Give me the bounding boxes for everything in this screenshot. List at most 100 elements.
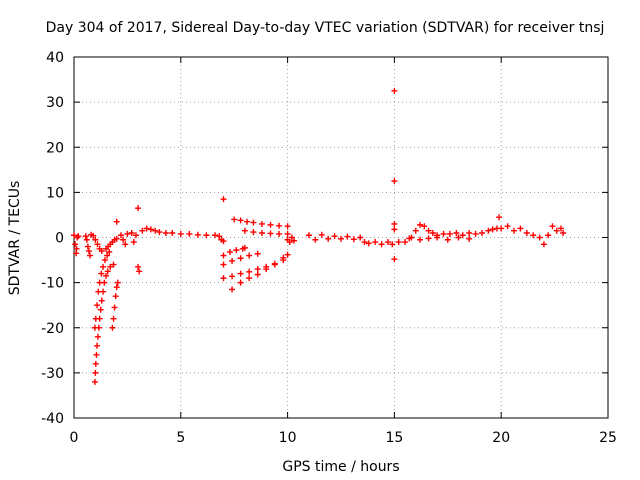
data-point	[325, 235, 332, 242]
data-point	[312, 236, 319, 243]
data-point	[395, 239, 402, 246]
y-tick-label: -10	[41, 276, 64, 292]
data-point	[453, 229, 460, 236]
data-point	[152, 227, 159, 234]
data-point	[246, 268, 253, 275]
data-point	[489, 226, 496, 233]
data-point	[417, 236, 424, 243]
data-point	[135, 205, 142, 212]
data-point	[434, 234, 441, 241]
data-point	[220, 261, 227, 268]
data-point	[110, 315, 117, 322]
data-point	[421, 223, 428, 230]
data-point	[391, 178, 398, 185]
data-point	[162, 229, 169, 236]
data-point	[338, 235, 344, 242]
data-point	[250, 219, 257, 226]
data-point	[203, 232, 210, 239]
data-point	[229, 286, 236, 293]
data-point	[485, 227, 492, 234]
data-point	[478, 229, 485, 236]
data-point	[92, 315, 99, 322]
data-point	[124, 230, 131, 237]
data-point	[112, 293, 119, 300]
data-point	[466, 229, 473, 236]
data-point	[466, 235, 473, 242]
data-point	[254, 271, 261, 278]
y-tick-label: -20	[41, 321, 64, 337]
data-point	[111, 304, 118, 311]
data-point	[114, 279, 121, 286]
data-point	[92, 369, 99, 376]
data-point	[425, 235, 432, 242]
data-point	[553, 227, 560, 234]
data-point	[233, 247, 240, 254]
data-point	[96, 279, 103, 286]
x-tick-label: 15	[385, 430, 403, 446]
data-point	[446, 230, 453, 237]
data-point	[271, 261, 278, 268]
data-point	[504, 223, 511, 230]
data-point	[459, 232, 466, 239]
data-point	[241, 244, 248, 251]
data-point	[103, 272, 110, 279]
data-point	[536, 234, 543, 241]
data-point	[92, 360, 99, 367]
data-point	[94, 342, 101, 349]
data-point	[263, 266, 270, 273]
y-tick-label: -30	[41, 366, 64, 382]
data-point	[136, 268, 143, 275]
data-point	[402, 239, 409, 246]
data-point	[98, 248, 105, 255]
data-point	[194, 231, 201, 238]
data-point	[280, 254, 287, 261]
data-point	[241, 227, 248, 234]
data-point	[444, 236, 451, 243]
data-point	[94, 333, 101, 340]
data-point	[250, 229, 257, 236]
data-point	[425, 227, 432, 234]
data-point	[372, 239, 379, 246]
y-tick-label: 20	[46, 140, 64, 156]
data-point	[117, 232, 124, 239]
data-point	[95, 288, 102, 295]
data-point	[276, 230, 283, 237]
data-point	[498, 225, 505, 232]
data-point	[408, 234, 415, 241]
data-point	[93, 351, 100, 358]
data-point	[389, 241, 396, 248]
data-point	[412, 227, 419, 234]
data-point	[71, 232, 77, 239]
data-point	[147, 226, 154, 233]
data-point	[331, 233, 338, 240]
data-point	[258, 229, 265, 236]
data-point	[267, 221, 274, 228]
data-point	[109, 324, 116, 331]
x-tick-label: 10	[279, 430, 297, 446]
data-point	[104, 252, 111, 259]
data-point	[113, 235, 120, 242]
y-axis-label: SDTVAR / TECUs	[7, 181, 23, 296]
data-point	[429, 229, 436, 236]
data-point	[231, 216, 238, 223]
data-point	[284, 223, 291, 230]
data-point	[87, 252, 94, 259]
data-point	[391, 87, 398, 94]
y-tick-label: 10	[46, 185, 64, 201]
data-point	[130, 239, 137, 246]
data-point	[361, 239, 368, 246]
data-point	[244, 218, 251, 225]
data-point	[517, 225, 524, 232]
data-point	[258, 220, 265, 227]
x-tick-label: 5	[176, 430, 185, 446]
data-point	[83, 236, 90, 243]
data-point	[318, 231, 325, 238]
y-tick-label: -40	[41, 411, 64, 427]
data-point	[472, 230, 479, 237]
data-point	[211, 232, 218, 239]
data-point	[110, 261, 117, 268]
axis-ticks	[73, 56, 609, 419]
data-point	[229, 273, 236, 280]
data-point	[113, 284, 120, 291]
